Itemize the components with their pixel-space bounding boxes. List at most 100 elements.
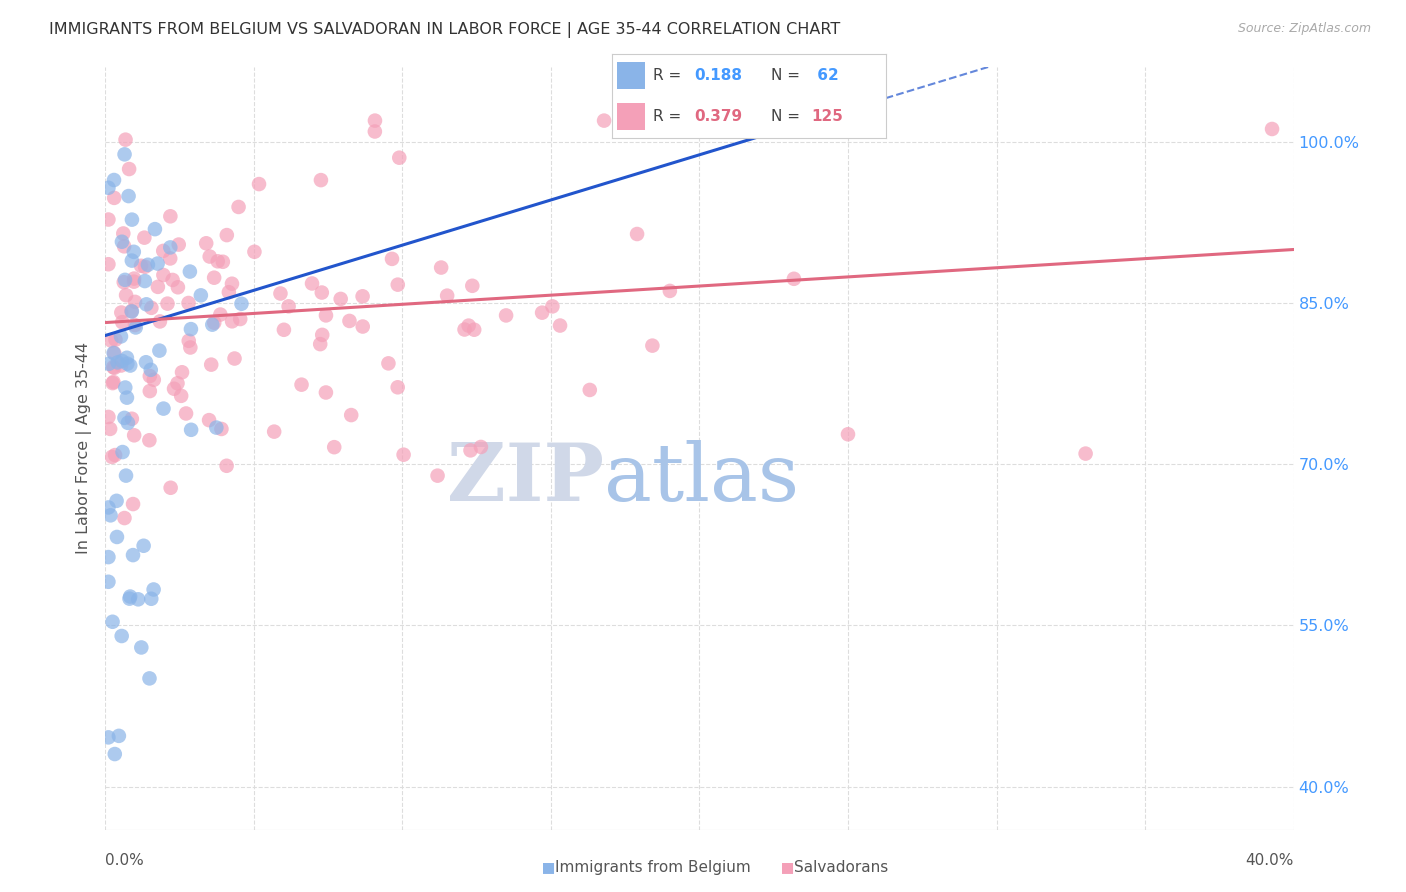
Point (98, 422, 121, 436)
Point (121, 304, 143, 318)
Point (202, 316, 225, 330)
Point (122, 244, 145, 259)
Point (97, 574, 120, 589)
Point (103, 346, 125, 360)
Point (229, 312, 252, 326)
Point (115, 391, 138, 405)
Bar (617, 62, 644, 89)
Text: Source: ZipAtlas.com: Source: ZipAtlas.com (1237, 22, 1371, 36)
Point (124, 294, 146, 309)
Point (1074, 447, 1097, 461)
Point (159, 481, 181, 495)
Point (110, 305, 132, 319)
Point (658, 284, 681, 298)
Point (202, 270, 225, 285)
Point (200, 358, 222, 372)
Point (166, 376, 188, 391)
Point (167, 237, 190, 252)
Point (174, 407, 197, 421)
Point (152, 268, 174, 282)
Point (195, 236, 218, 251)
Point (593, 113, 616, 128)
Point (263, 425, 285, 439)
Point (457, 318, 479, 333)
Point (142, 582, 165, 597)
Point (218, 285, 240, 300)
Point (470, 440, 492, 454)
Text: 0.188: 0.188 (695, 68, 742, 83)
Point (221, 314, 243, 328)
Point (323, 440, 346, 454)
Point (387, 277, 409, 292)
Point (112, 239, 135, 253)
Point (340, 408, 363, 422)
Point (290, 377, 312, 392)
Point (170, 365, 193, 379)
Point (198, 250, 221, 264)
Point (124, 318, 146, 332)
Text: ▪: ▪ (541, 857, 557, 877)
Point (149, 314, 172, 328)
Point (107, 355, 129, 369)
Point (364, 113, 387, 128)
Point (122, 271, 145, 285)
Text: 40.0%: 40.0% (1246, 853, 1294, 868)
Point (156, 296, 179, 310)
Point (381, 252, 404, 266)
Point (139, 384, 162, 398)
Point (152, 244, 174, 258)
Point (541, 300, 564, 314)
Point (101, 376, 124, 390)
Point (117, 416, 139, 430)
Point (215, 458, 238, 473)
Point (548, 318, 571, 333)
Point (138, 672, 160, 686)
Point (247, 177, 270, 191)
Point (243, 244, 266, 259)
Point (159, 209, 181, 223)
Point (104, 747, 127, 761)
Point (388, 151, 411, 165)
Point (114, 273, 136, 287)
Point (180, 322, 202, 336)
Point (121, 304, 143, 318)
Point (211, 254, 233, 268)
Text: Salvadorans: Salvadorans (794, 860, 889, 874)
Point (453, 322, 475, 336)
Text: ZIP: ZIP (447, 440, 605, 517)
Point (97, 409, 120, 424)
Text: 125: 125 (811, 109, 844, 124)
Point (143, 222, 166, 236)
Point (177, 296, 200, 310)
Point (190, 288, 212, 302)
Point (134, 260, 156, 274)
Text: 0.379: 0.379 (695, 109, 742, 124)
Text: N =: N = (770, 109, 804, 124)
Point (205, 420, 228, 434)
Point (152, 401, 174, 416)
Point (207, 254, 229, 268)
Point (114, 511, 136, 525)
Text: 62: 62 (811, 68, 838, 83)
Point (131, 640, 153, 655)
Point (97, 550, 120, 565)
Point (352, 289, 374, 303)
Point (121, 253, 143, 268)
Point (311, 327, 333, 342)
Point (105, 530, 128, 544)
Point (138, 434, 160, 448)
Text: 0.0%: 0.0% (105, 853, 145, 868)
Point (105, 493, 128, 508)
Point (117, 357, 139, 371)
Point (127, 592, 149, 607)
Point (167, 280, 190, 294)
Point (163, 382, 186, 396)
Point (117, 189, 139, 203)
Point (101, 615, 124, 629)
Point (120, 590, 142, 604)
Text: R =: R = (652, 68, 686, 83)
Point (377, 356, 399, 370)
Point (159, 252, 181, 266)
Point (132, 539, 155, 553)
Point (460, 443, 482, 458)
